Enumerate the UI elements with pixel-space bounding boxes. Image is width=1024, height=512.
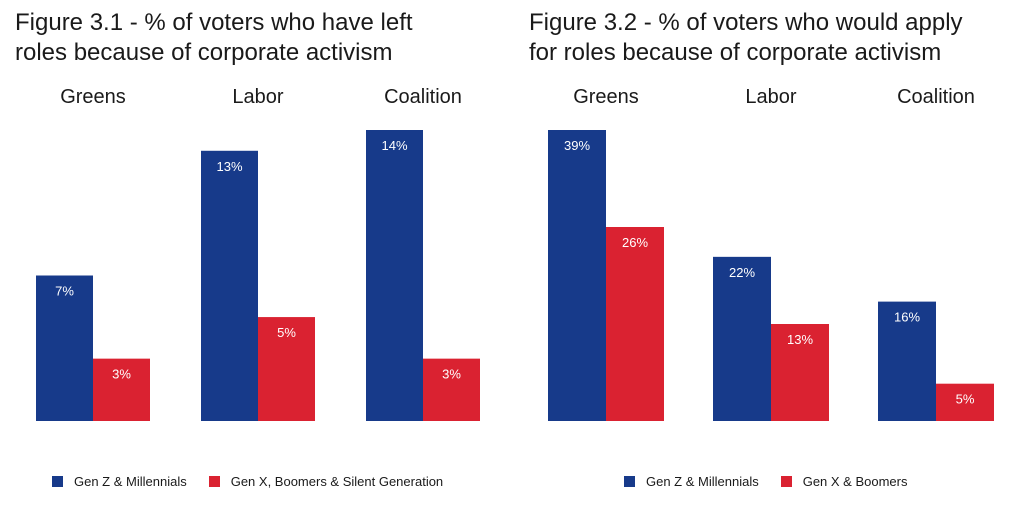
legend-swatch-series2 <box>208 476 220 487</box>
bar-series2 <box>423 358 480 421</box>
chart2-title: Figure 3.2 - % of voters who would apply… <box>529 8 1009 68</box>
bar-data-label: 7% <box>55 284 74 299</box>
chart2-legend: Gen Z & Millennials Gen X & Boomers <box>624 474 930 489</box>
bar-series1 <box>366 130 423 421</box>
category-label: Coalition <box>897 86 975 108</box>
category-label: Greens <box>573 86 639 108</box>
bar-data-label: 3% <box>112 367 131 382</box>
bar-data-label: 3% <box>442 367 461 382</box>
chart1-title-line2: roles because of corporate activism <box>15 39 393 66</box>
bar-series2 <box>258 317 315 421</box>
chart1-title: Figure 3.1 - % of voters who have left r… <box>15 8 495 68</box>
bar-series1 <box>878 301 936 421</box>
category-label: Labor <box>745 86 796 108</box>
legend-label-series1: Gen Z & Millennials <box>74 474 187 489</box>
chart1-title-line1: Figure 3.1 - % of voters who have left <box>15 9 413 36</box>
bar-series2 <box>93 358 150 421</box>
bar-series1 <box>201 150 258 422</box>
legend-label-series2: Gen X, Boomers & Silent Generation <box>230 474 444 489</box>
bar-data-label: 16% <box>894 310 920 325</box>
chart2-title-line1: Figure 3.2 - % of voters who would apply <box>529 9 963 36</box>
legend-swatch-series1 <box>624 476 635 487</box>
bar-series2 <box>936 383 994 421</box>
chart2-title-line2: for roles because of corporate activism <box>529 39 942 66</box>
bar-series2 <box>606 227 664 421</box>
category-label: Greens <box>60 86 126 108</box>
bar-series2 <box>771 324 829 421</box>
bar-series1 <box>548 130 606 421</box>
bar-data-label: 14% <box>381 138 407 153</box>
bar-data-label: 13% <box>787 332 813 347</box>
bar-data-label: 26% <box>622 235 648 250</box>
category-label: Labor <box>232 86 283 108</box>
chart1-legend: Gen Z & Millennials Gen X, Boomers & Sil… <box>52 474 465 489</box>
legend-swatch-series1 <box>52 476 63 487</box>
bar-series1 <box>36 275 93 421</box>
bar-series1 <box>713 256 771 421</box>
legend-item-series1: Gen Z & Millennials <box>624 474 759 489</box>
bar-data-label: 13% <box>216 159 242 174</box>
legend-label-series1: Gen Z & Millennials <box>646 474 759 489</box>
legend-label-series2: Gen X & Boomers <box>802 474 908 489</box>
bar-data-label: 5% <box>277 325 296 340</box>
bar-data-label: 5% <box>956 392 975 407</box>
legend-item-series2: Gen X, Boomers & Silent Generation <box>208 474 444 489</box>
bar-data-label: 22% <box>729 265 755 280</box>
category-label: Coalition <box>384 86 462 108</box>
bar-data-label: 39% <box>564 138 590 153</box>
legend-item-series1: Gen Z & Millennials <box>52 474 187 489</box>
legend-item-series2: Gen X & Boomers <box>780 474 908 489</box>
legend-swatch-series2 <box>780 476 792 487</box>
